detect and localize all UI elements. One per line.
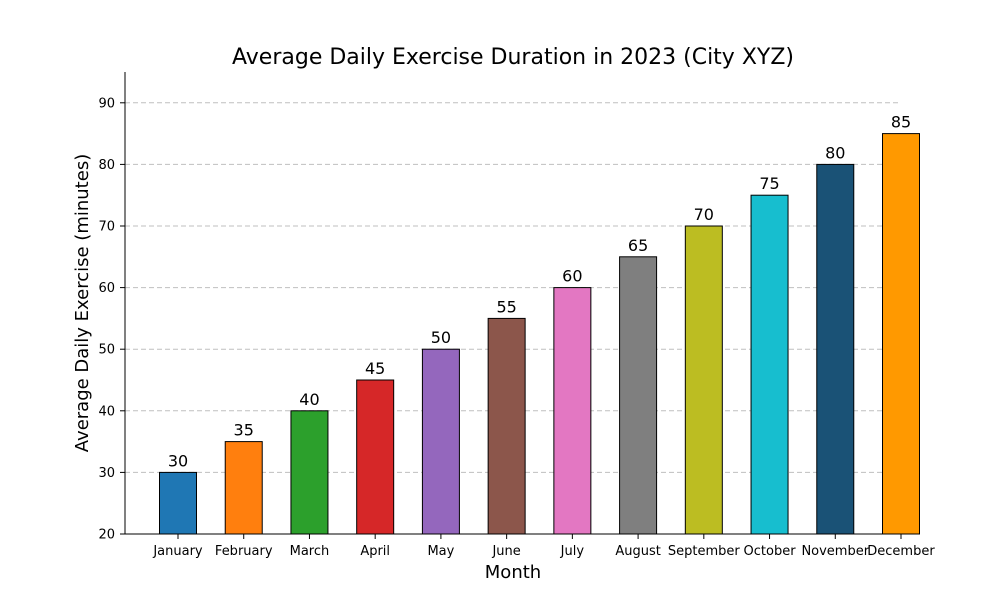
y-tick-label: 30 (98, 466, 115, 481)
y-tick-label: 70 (98, 220, 115, 235)
y-axis-label: Average Daily Exercise (minutes) (72, 154, 93, 452)
bar-november (816, 163, 855, 535)
bar-august (619, 256, 658, 535)
x-tick-label: February (215, 544, 273, 559)
data-labels: 30 35 40 45 50 55 60 65 70 75 80 85 (168, 113, 911, 471)
y-tick-label: 90 (98, 96, 115, 111)
bars (159, 133, 920, 535)
x-tick-label: September (668, 544, 741, 559)
bar-march (290, 410, 329, 535)
data-label: 55 (496, 297, 516, 316)
y-tick-label: 60 (98, 281, 115, 296)
y-tick-label: 50 (98, 343, 115, 358)
bar-december (882, 133, 920, 535)
bar-september (684, 225, 723, 535)
x-tick-label: March (290, 544, 330, 559)
data-label: 30 (168, 451, 188, 470)
x-tick-label: May (427, 544, 454, 559)
bar-july (553, 287, 592, 535)
bar-june (487, 317, 526, 535)
x-tick-label: July (560, 544, 585, 559)
data-label: 60 (562, 267, 582, 286)
chart-title: Average Daily Exercise Duration in 2023 … (232, 45, 794, 70)
bar-may (421, 348, 460, 535)
x-tick-label: April (360, 544, 390, 559)
x-tick-label: January (152, 544, 203, 559)
data-label: 50 (431, 328, 451, 347)
x-tick-label: December (867, 544, 935, 559)
y-ticks: 20 30 40 50 60 70 80 90 (98, 96, 125, 543)
y-tick-label: 20 (98, 528, 115, 543)
bar-april (356, 379, 395, 535)
bar-october (750, 194, 789, 535)
data-label: 80 (825, 143, 845, 162)
x-tick-label: October (744, 544, 797, 559)
data-label: 75 (759, 174, 779, 193)
data-label: 85 (891, 113, 911, 132)
data-label: 65 (628, 236, 648, 255)
x-tick-label: June (491, 544, 520, 559)
y-tick-label: 80 (98, 158, 115, 173)
bar-january (159, 471, 197, 535)
data-label: 35 (234, 421, 254, 440)
x-ticks: January February March April May June July Augu… (152, 534, 935, 559)
x-axis-label: Month (485, 562, 541, 583)
y-tick-label: 40 (98, 404, 115, 419)
data-label: 40 (299, 390, 319, 409)
bar-february (224, 441, 263, 535)
x-tick-label: August (615, 544, 661, 559)
x-tick-label: November (801, 544, 869, 559)
data-label: 45 (365, 359, 385, 378)
data-label: 70 (694, 205, 714, 224)
